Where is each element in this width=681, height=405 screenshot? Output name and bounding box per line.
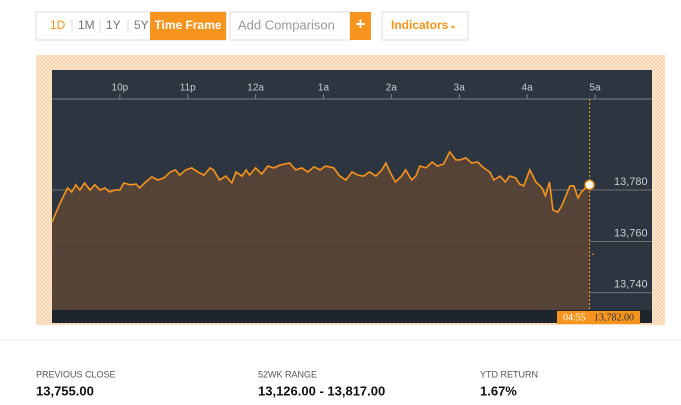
stat-label: 52WK RANGE <box>258 369 317 379</box>
range-button[interactable]: 1D <box>50 18 66 32</box>
last-value: 13,782.00 <box>594 312 634 323</box>
price-line <box>51 150 591 223</box>
range-button[interactable]: 1Y <box>106 18 121 32</box>
x-tick-label: 2a <box>386 83 398 94</box>
add-label: + <box>356 14 366 33</box>
stat-value: 13,126.00 - 13,817.00 <box>258 383 385 398</box>
range-button[interactable]: 1M <box>78 18 95 32</box>
add-button[interactable] <box>350 12 371 40</box>
comparison-input[interactable] <box>229 11 351 41</box>
indicators-label: Indicators <box>391 18 449 32</box>
x-tick-label: 1a <box>318 83 330 94</box>
x-tick-label: 12a <box>247 83 264 94</box>
comparison-placeholder: Add Comparison <box>238 17 335 32</box>
y-tick-label: 13,740 <box>614 279 648 291</box>
x-tick-label: 4a <box>522 83 534 94</box>
stat-label: PREVIOUS CLOSE <box>36 369 116 379</box>
stat-value: 1.67% <box>480 383 517 398</box>
stat-value: 13,755.00 <box>36 383 94 398</box>
x-tick-label: 11p <box>180 83 196 94</box>
last-time: 04:55 <box>563 312 586 323</box>
dropdown-caret <box>451 26 455 29</box>
x-tick-label: 10p <box>112 83 129 94</box>
y-tick-label: 13,780 <box>614 176 648 188</box>
time-strip <box>52 310 652 323</box>
last-label-box <box>557 311 640 324</box>
x-tick-label: 5a <box>589 83 601 94</box>
x-tick-label: 3a <box>454 83 466 94</box>
time-frame-button[interactable] <box>150 12 226 40</box>
y-tick-label: 13,760 <box>614 227 648 239</box>
stat-label: YTD RETURN <box>480 369 538 379</box>
range-button[interactable]: 5Y <box>134 18 149 32</box>
time-frame-label: Time Frame <box>154 18 221 32</box>
last-point <box>584 179 595 191</box>
area <box>52 151 590 310</box>
